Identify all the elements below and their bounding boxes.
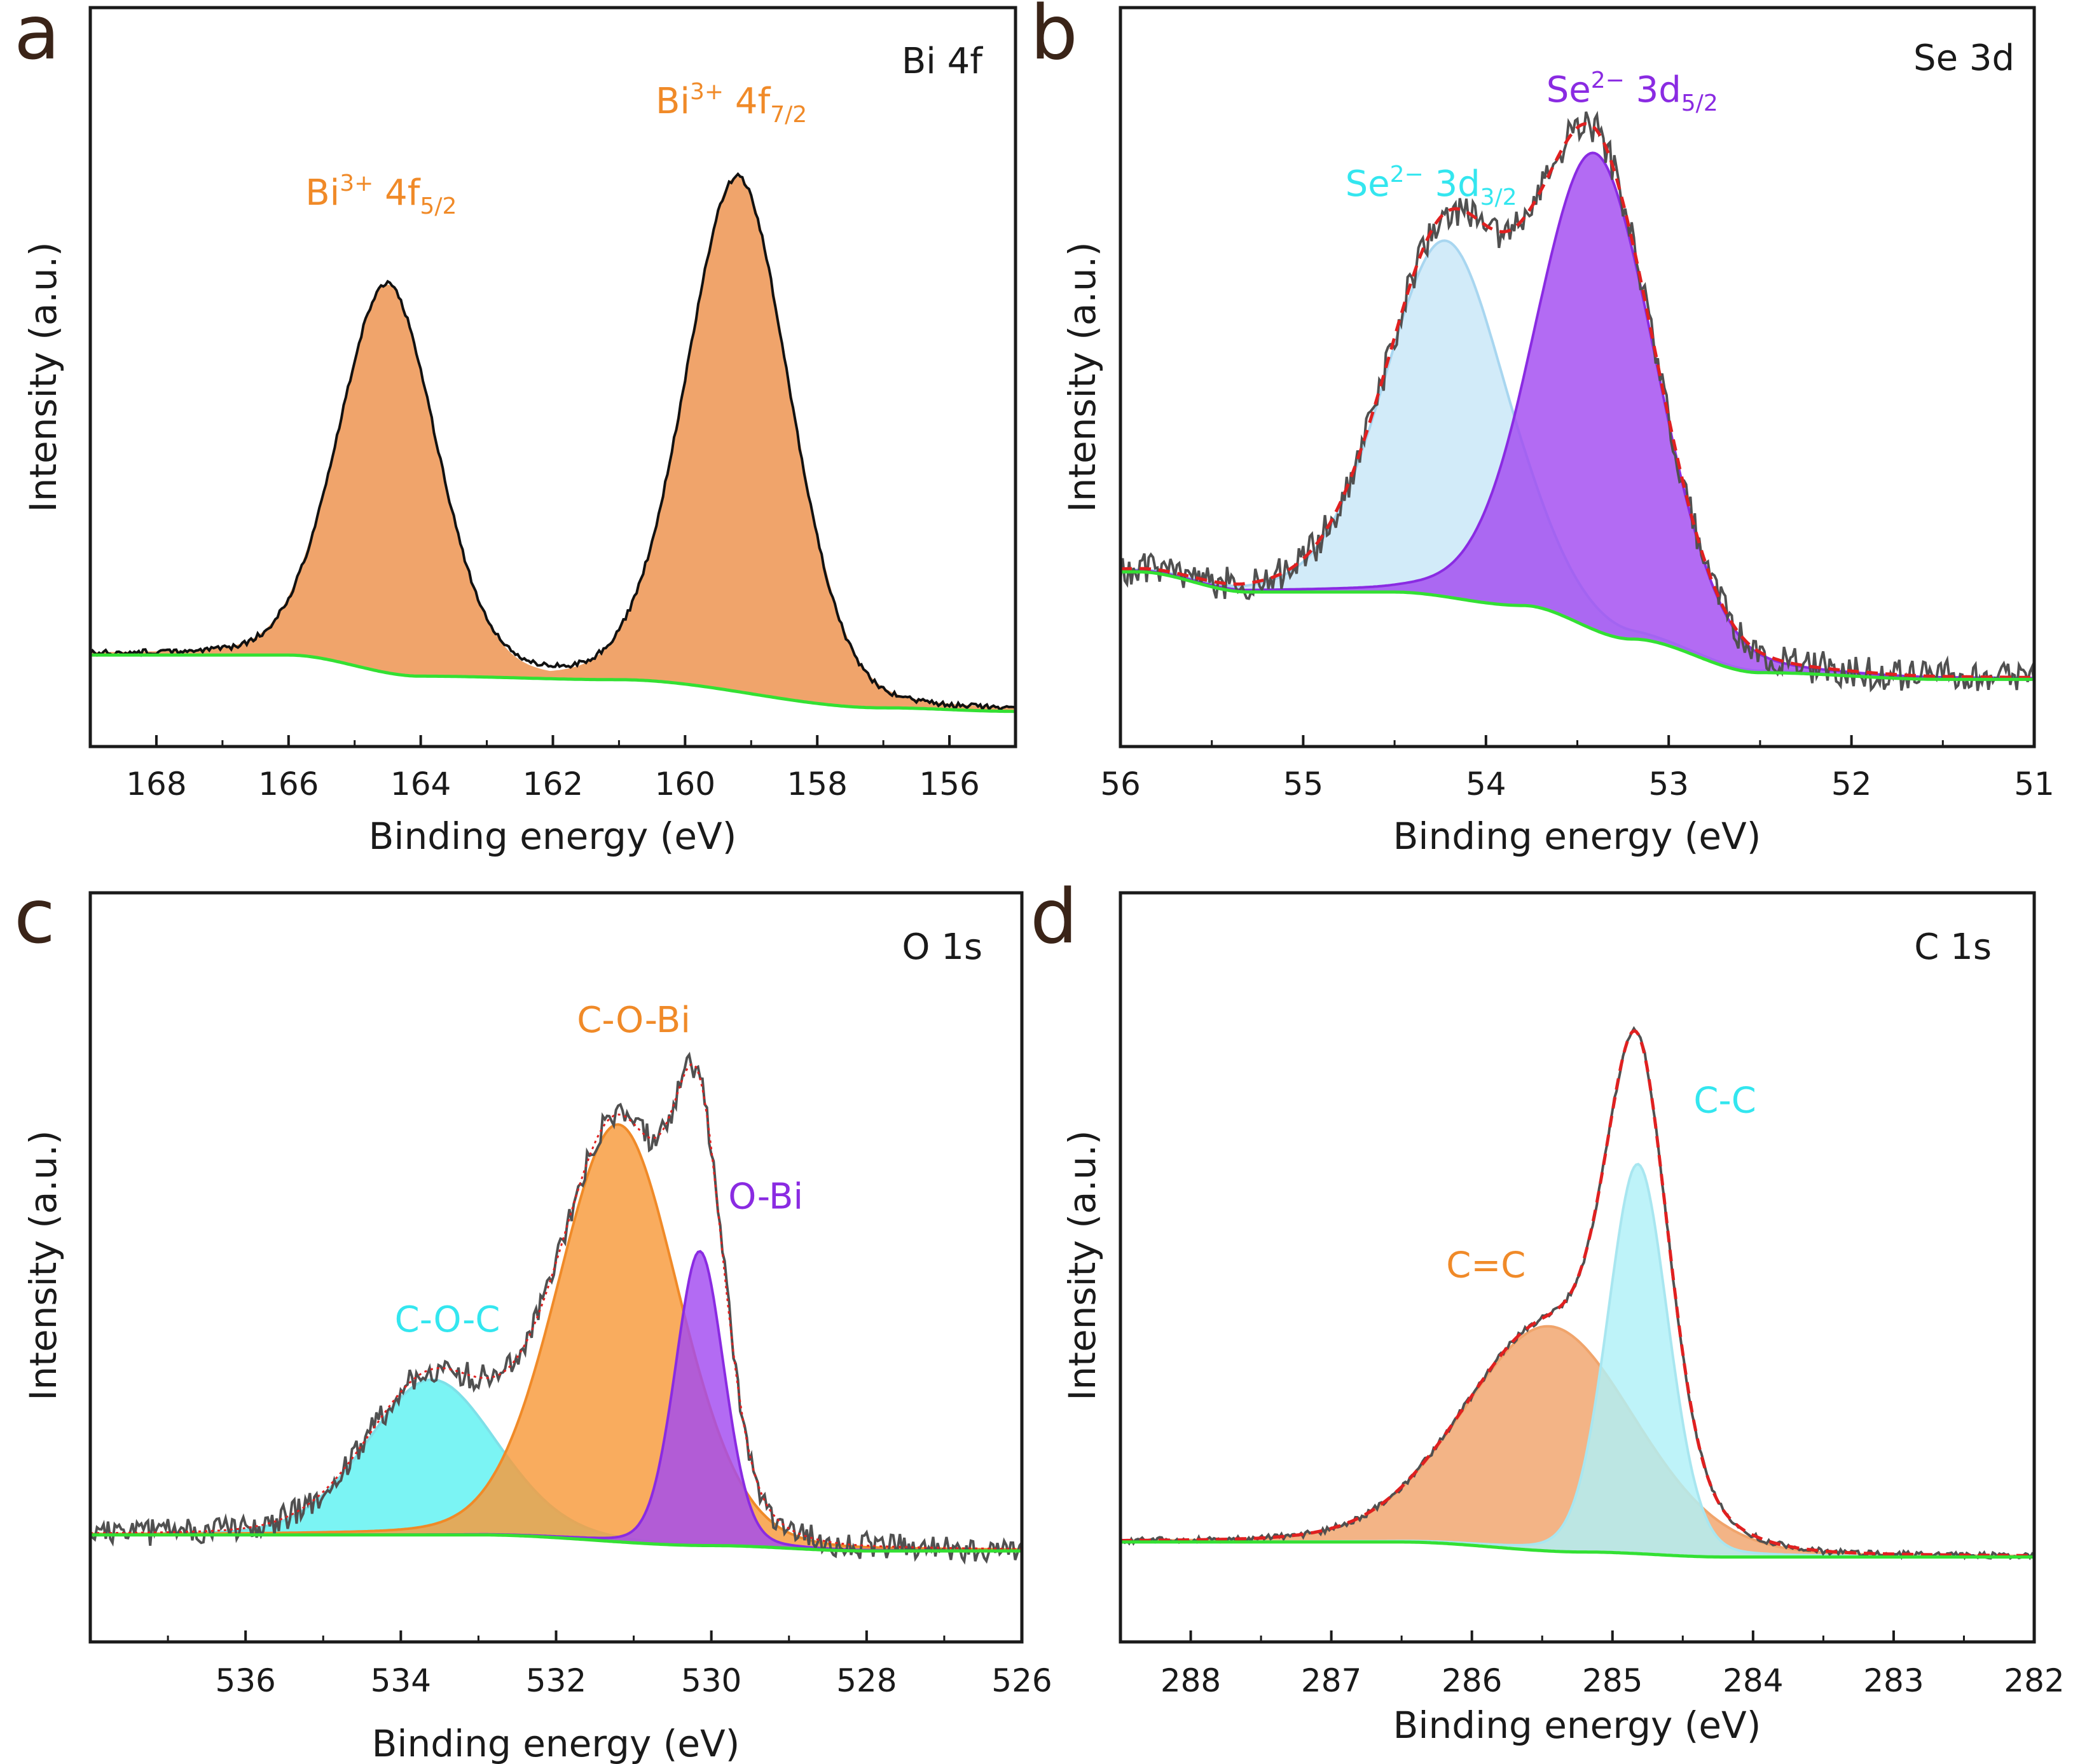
x-tick-label: 287 [1301, 1662, 1361, 1699]
background-line [1120, 1540, 2034, 1559]
measured-spectrum-line [89, 172, 1016, 712]
x-tick-label: 534 [371, 1662, 431, 1699]
x-tick-label: 285 [1582, 1662, 1643, 1699]
x-tick-label: 536 [215, 1662, 275, 1699]
component-peak-se2-3d5-2 [1119, 151, 2035, 681]
x-tick-label: 282 [2004, 1662, 2064, 1699]
panel-d-plot-area: C=C C-C [1119, 1026, 2035, 1561]
panel-b-x-ticks: 56 55 54 53 52 51 [1100, 735, 2055, 803]
panel-d-c1s: d C=C C-C C 1s 288 287 286 285 284 283 282 Bind… [1030, 872, 2065, 1747]
measured-spectrum-line [1119, 111, 2035, 693]
peak-label: Bi3+ 4f7/2 [656, 79, 807, 128]
panel-a-x-ticks: 168 166 164 162 160 158 156 [126, 735, 980, 803]
panel-c-x-ticks: 536 534 532 530 528 526 [167, 1630, 1052, 1699]
x-tick-label: 55 [1283, 766, 1324, 803]
background-line [90, 653, 1016, 713]
panel-d-x-ticks: 288 287 286 285 284 283 282 [1161, 1630, 2065, 1699]
x-tick-label: 162 [523, 766, 583, 803]
x-tick-label: 160 [655, 766, 715, 803]
x-tick-label: 168 [126, 766, 186, 803]
panel-b-y-axis-label: Intensity (a.u.) [1061, 242, 1104, 512]
x-tick-label: 283 [1863, 1662, 1924, 1699]
panel-a-title: Bi 4f [902, 41, 983, 82]
peak-label: C-C [1693, 1080, 1756, 1122]
panel-b-title: Se 3d [1913, 38, 2015, 79]
x-tick-label: 286 [1442, 1662, 1502, 1699]
x-tick-label: 528 [836, 1662, 897, 1699]
panel-d-frame [1119, 891, 2036, 1644]
component-peak-c-o-bi [89, 1123, 1023, 1552]
panel-a-x-axis-label: Binding energy (eV) [369, 815, 737, 858]
x-tick-label: 52 [1831, 766, 1872, 803]
panel-c-title: O 1s [902, 927, 982, 968]
peak-label: C-O-Bi [577, 1000, 691, 1041]
component-peak-bi3-4f7-2 [89, 176, 1017, 713]
panel-c-o1s: c C-O-C C-O-Bi O-Bi O 1s 536 534 532 530 528 52… [14, 872, 1052, 1764]
peak-label: O-Bi [728, 1176, 803, 1217]
fitted-envelope-line [90, 1063, 1022, 1550]
peak-label: Se2− 3d5/2 [1546, 67, 1718, 116]
panel-letter-c: c [14, 872, 55, 960]
panel-b-plot-area: Se2− 3d3/2 Se2− 3d5/2 [1119, 67, 2035, 693]
x-tick-label: 526 [991, 1662, 1052, 1699]
x-tick-label: 288 [1161, 1662, 1221, 1699]
x-tick-label: 158 [787, 766, 847, 803]
panel-letter-b: b [1030, 0, 1078, 76]
peak-label: Se2− 3d3/2 [1346, 162, 1517, 210]
x-tick-label: 166 [258, 766, 319, 803]
panel-a-plot-area: Bi3+ 4f5/2 Bi3+ 4f7/2 [89, 79, 1017, 713]
x-tick-label: 54 [1466, 766, 1506, 803]
panel-a-y-axis-label: Intensity (a.u.) [22, 242, 65, 512]
x-tick-label: 532 [526, 1662, 586, 1699]
x-tick-label: 164 [390, 766, 451, 803]
panel-c-y-axis-label: Intensity (a.u.) [22, 1130, 65, 1400]
fitted-envelope-line [1120, 122, 2035, 679]
panel-d-y-axis-label: Intensity (a.u.) [1061, 1130, 1104, 1400]
panel-a-frame [88, 6, 1017, 748]
panel-c-x-axis-label: Binding energy (eV) [372, 1722, 740, 1764]
x-tick-label: 156 [919, 766, 979, 803]
x-tick-label: 56 [1100, 766, 1141, 803]
panel-letter-a: a [14, 0, 60, 76]
x-tick-label: 530 [681, 1662, 741, 1699]
x-tick-label: 53 [1648, 766, 1689, 803]
panel-c-plot-area: C-O-C C-O-Bi O-Bi [89, 1000, 1023, 1565]
panel-d-title: C 1s [1914, 927, 1992, 968]
x-tick-label: 51 [2014, 766, 2055, 803]
panel-b-x-axis-label: Binding energy (eV) [1393, 815, 1761, 858]
x-tick-label: 284 [1723, 1662, 1783, 1699]
peak-label: C-O-C [395, 1299, 500, 1340]
background-line [1120, 570, 2034, 681]
background-line [90, 1533, 1022, 1553]
panel-letter-d: d [1030, 872, 1078, 960]
panel-d-x-axis-label: Binding energy (eV) [1393, 1704, 1761, 1747]
peak-label: Bi3+ 4f5/2 [305, 170, 457, 219]
peak-label: C=C [1446, 1245, 1526, 1286]
measured-spectrum-line [89, 1051, 1023, 1565]
